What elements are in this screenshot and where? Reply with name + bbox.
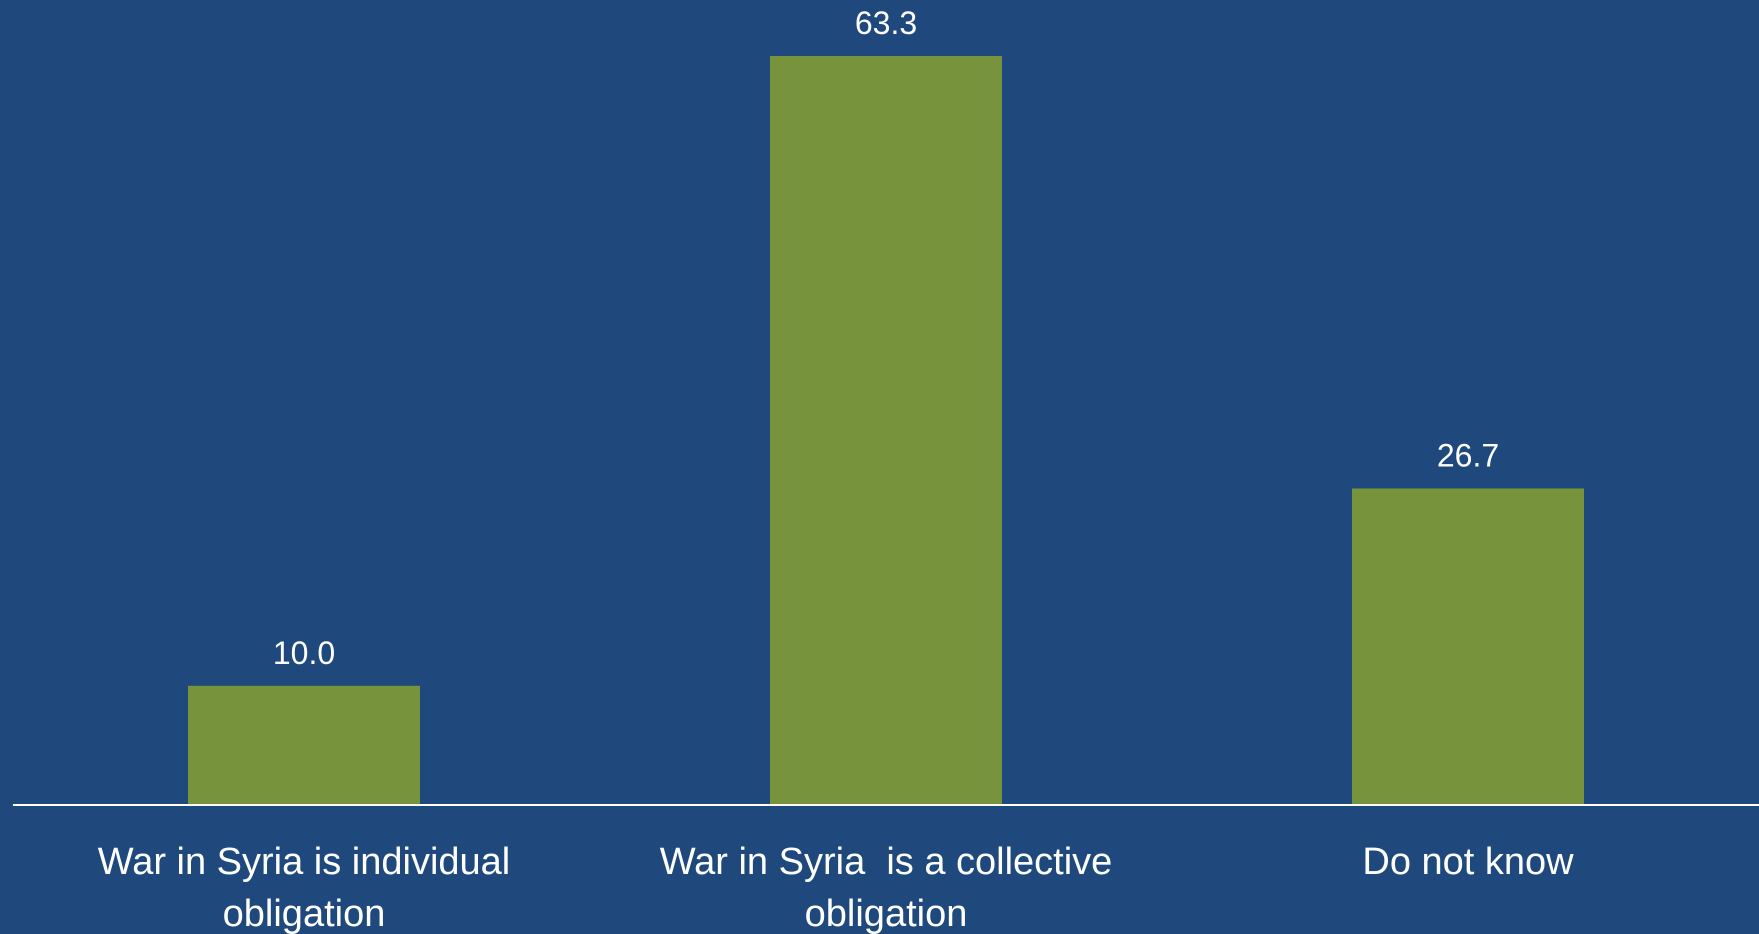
bar-3: [1352, 488, 1584, 804]
category-label-1-line-1: War in Syria is individual: [98, 841, 511, 883]
bar-1: [188, 686, 420, 804]
category-label-1-line-2: obligation: [223, 893, 386, 934]
bar-2: [770, 56, 1002, 804]
category-label-2-line-2: obligation: [805, 893, 968, 934]
category-label-3-line-1: Do not know: [1362, 841, 1574, 883]
data-label-1: 10.0: [273, 635, 335, 671]
data-label-3: 26.7: [1437, 437, 1499, 473]
category-label-2-line-1: War in Syria is a collective: [660, 841, 1113, 883]
data-label-2: 63.3: [855, 5, 917, 41]
